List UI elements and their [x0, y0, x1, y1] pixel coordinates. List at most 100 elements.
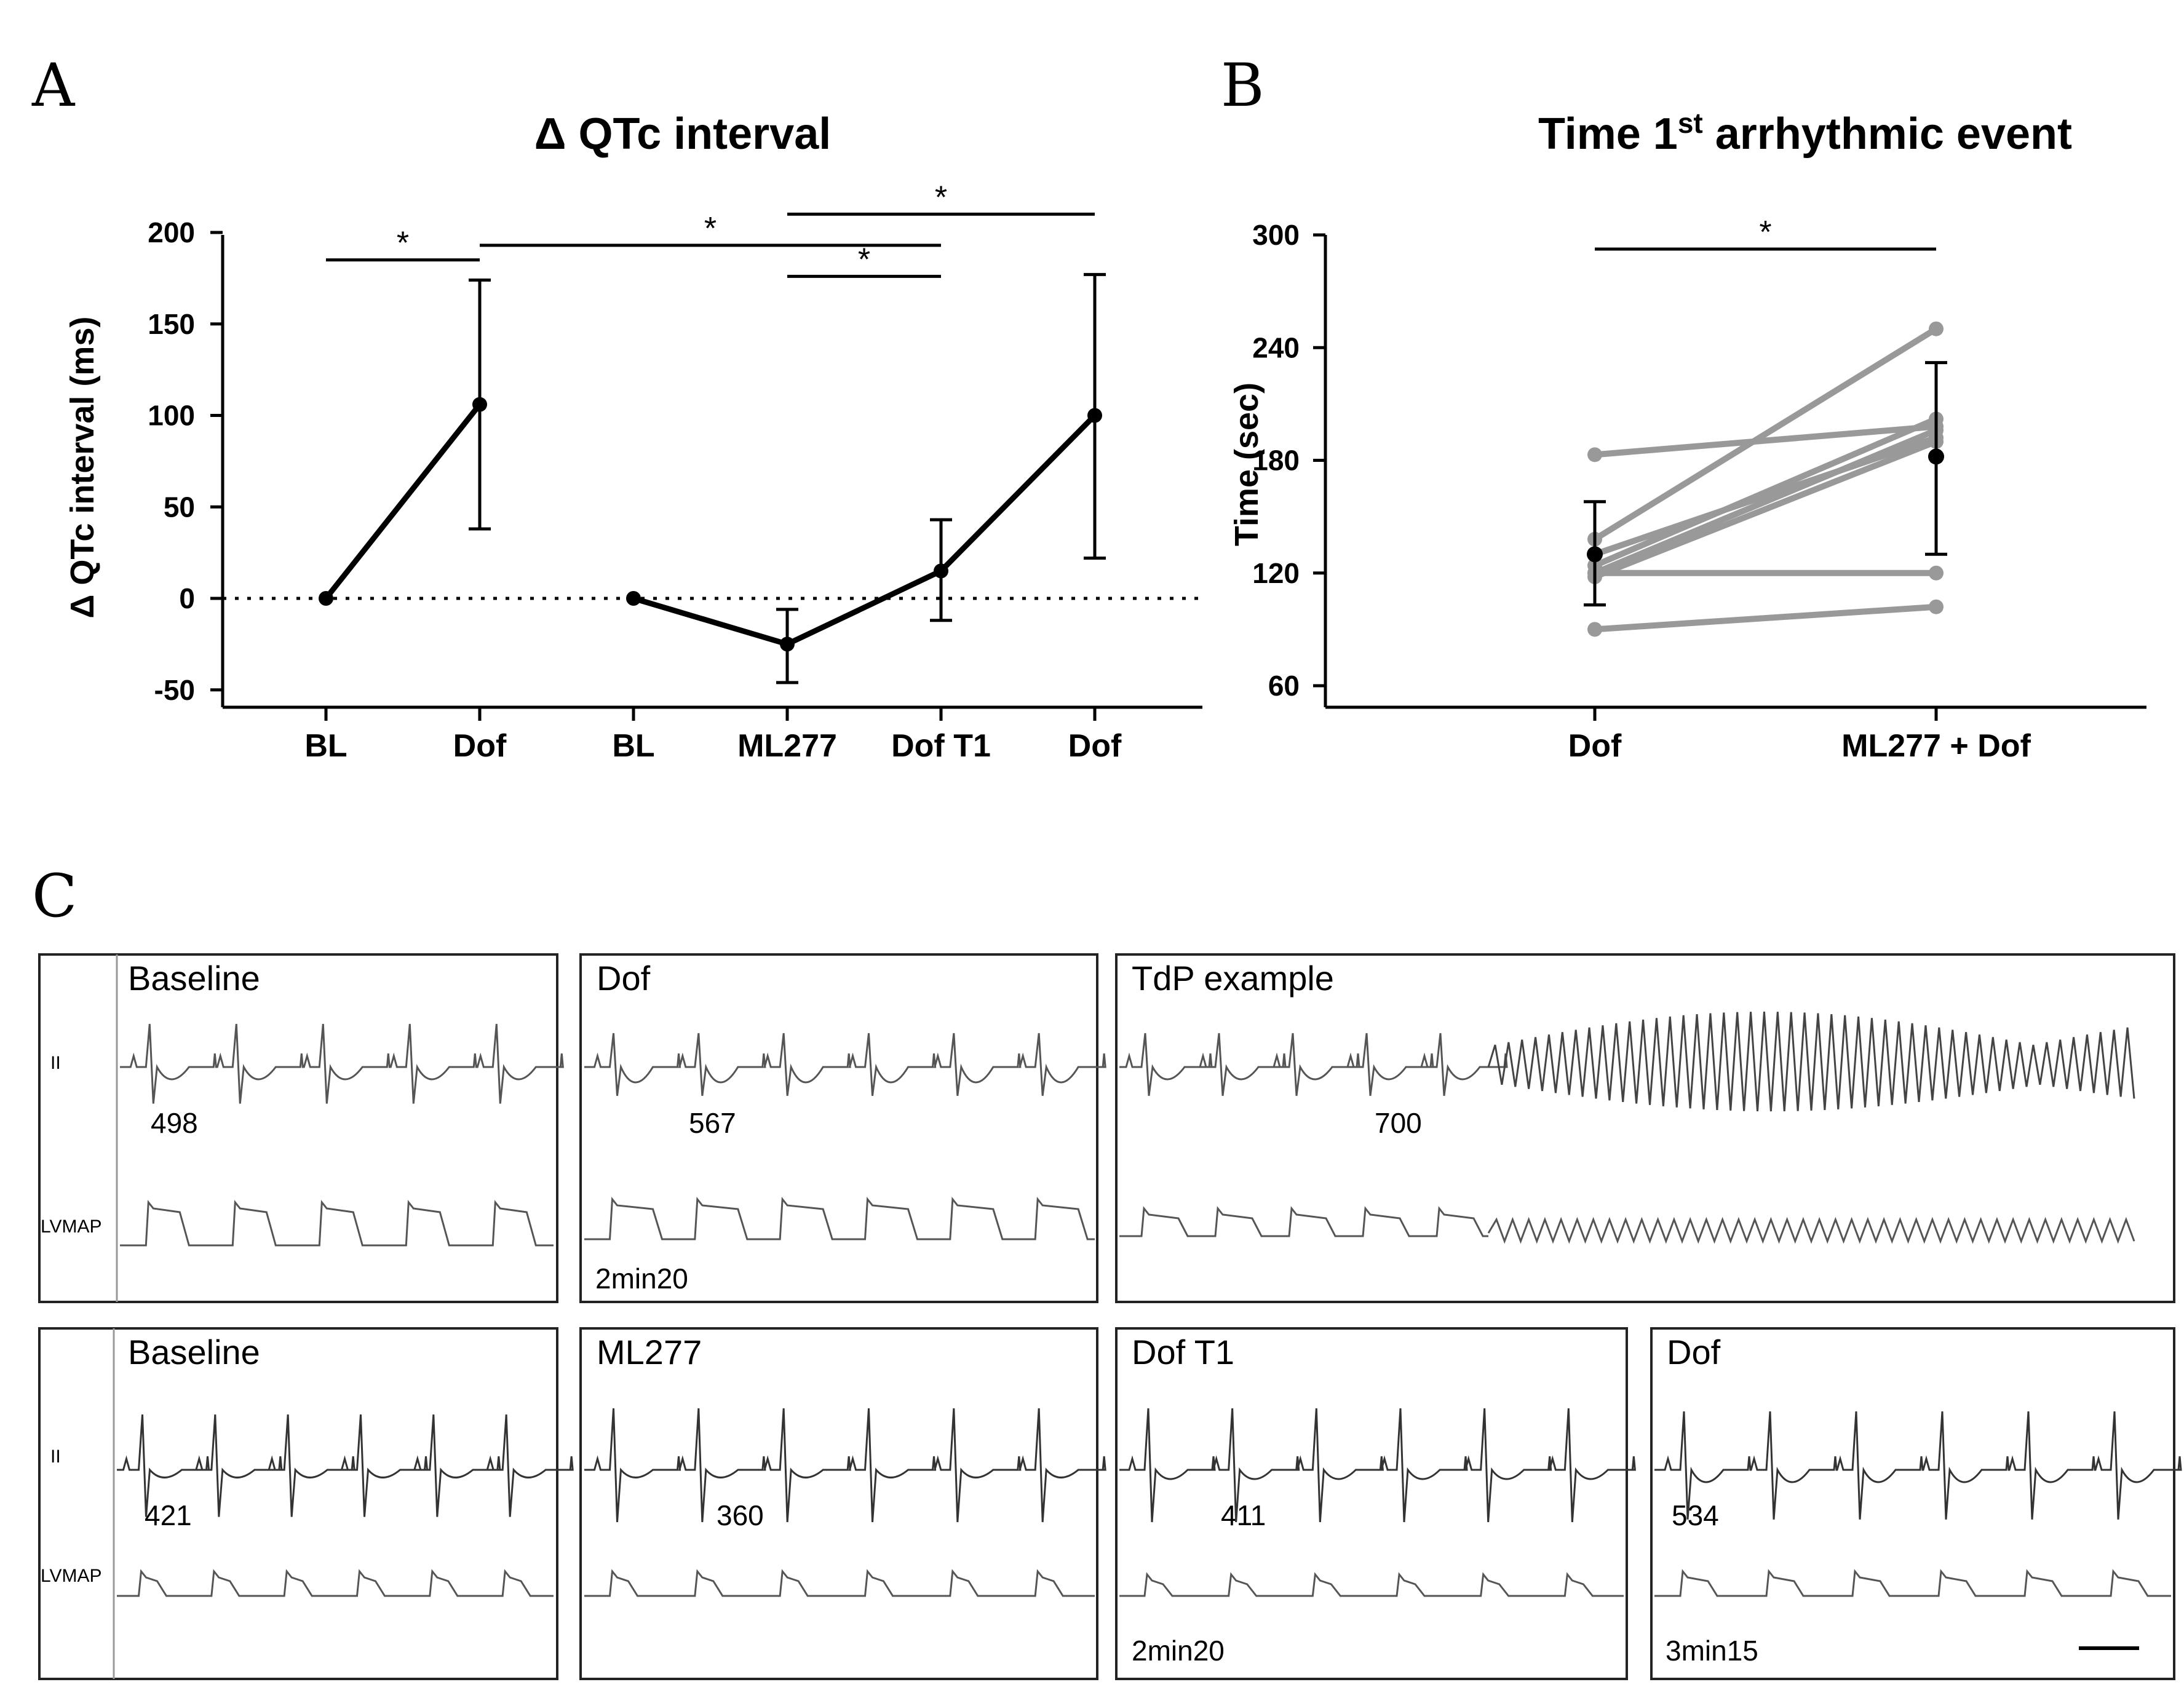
- panel-a-significance-star: *: [858, 242, 870, 277]
- panel-a-significance-star: *: [397, 226, 409, 261]
- lvmap-trace: [584, 1197, 1095, 1240]
- ecg-trace: [1119, 1408, 1636, 1523]
- trace-time: 2min20: [1132, 1635, 1225, 1667]
- trace-title: Baseline: [128, 959, 260, 998]
- ecg-lead-label: II: [50, 1053, 61, 1073]
- panel-b-paired-point: [1587, 622, 1602, 637]
- trace-panel-r2-ml277: [579, 1327, 1098, 1680]
- panel-b-label: B: [1221, 51, 1265, 120]
- trace-panel-r2-dof: [1650, 1327, 2175, 1680]
- panel-a-y-tick-label: 150: [148, 308, 195, 340]
- panel-a-y-tick-label: 0: [179, 582, 195, 614]
- panel-a-series-line: [632, 413, 1097, 648]
- panel-a-y-tick-label: -50: [154, 674, 195, 706]
- trace-interval-value: 567: [689, 1107, 736, 1139]
- panel-b-title-rest: arrhythmic event: [1703, 109, 2072, 159]
- panel-b-y-tick-label: 180: [1252, 445, 1300, 477]
- trace-interval-value: 700: [1375, 1107, 1422, 1139]
- trace-title: Dof: [1667, 1333, 1721, 1371]
- trace-panel-r1-tdp: [1115, 953, 2175, 1303]
- panel-a-x-tick-label: BL: [304, 728, 347, 764]
- panel-a-data-point: [1087, 408, 1102, 423]
- ecg-trace: [120, 1023, 564, 1104]
- lvmap-trace: [1654, 1569, 2171, 1597]
- panel-b-title-main: Time 1: [1538, 109, 1678, 159]
- trace-interval-value: 534: [1672, 1499, 1719, 1531]
- panel-b-y-tick-label: 60: [1268, 670, 1300, 702]
- panel-a-x-tick-label: ML277: [737, 728, 837, 764]
- panel-b-paired-line: [1594, 423, 1937, 458]
- lvmap-trace: [1119, 1206, 1488, 1237]
- panel-c-label: C: [32, 862, 77, 930]
- trace-title: TdP example: [1132, 959, 1334, 998]
- trace-title: ML277: [597, 1333, 702, 1371]
- lvmap-trace: [1119, 1572, 1624, 1597]
- ecg-trace: [584, 1408, 1106, 1523]
- panel-a-chart: -50 0 50 100 150 200 BL Dof BL ML277 Dof T1 Dof * * * *: [148, 180, 1202, 764]
- trace-time: 2min20: [595, 1263, 688, 1295]
- trace-title: Baseline: [128, 1333, 260, 1371]
- lvmap-label: LVMAP: [41, 1566, 101, 1586]
- ecg-trace: [584, 1033, 1106, 1096]
- panel-b-y-tick-label: 300: [1252, 219, 1300, 251]
- panel-a-x-tick-label: Dof T1: [891, 728, 991, 764]
- trace-title: Dof T1: [1132, 1333, 1234, 1371]
- ecg-trace: [1654, 1411, 2182, 1520]
- panel-a-data-point: [472, 397, 487, 412]
- trace-interval-value: 498: [151, 1107, 198, 1139]
- lvmap-label: LVMAP: [41, 1216, 101, 1237]
- panel-b-y-tick-label: 240: [1252, 331, 1300, 363]
- panel-a-label: A: [31, 51, 76, 120]
- panel-b-y-axis-label: Time (sec): [1228, 383, 1265, 546]
- panel-b-mean-point: [1928, 448, 1944, 465]
- lvmap-trace: [120, 1200, 554, 1247]
- panel-a-y-tick-label: 100: [148, 400, 195, 432]
- trace-title: Dof: [597, 959, 651, 998]
- panel-a-significance-star: *: [935, 180, 947, 215]
- panel-b-title: Time 1st arrhythmic event: [1538, 107, 2072, 159]
- trace-panel-r1-baseline: [38, 953, 558, 1303]
- panel-b-paired-line: [1594, 603, 1937, 633]
- panel-b-chart: 60 120 180 240 300 Dof ML277 + Dof *: [1252, 215, 2146, 764]
- panel-b-y-tick-label: 120: [1252, 557, 1300, 589]
- panel-b-paired-line: [1594, 438, 1937, 580]
- panel-b-paired-line: [1593, 326, 1938, 542]
- panel-b-title-sup: st: [1678, 107, 1703, 139]
- panel-b-paired-line: [1594, 416, 1937, 569]
- panel-b-x-tick-label: ML277 + Dof: [1841, 728, 2031, 764]
- ecg-lead-label: II: [50, 1446, 61, 1467]
- panel-a-x-tick-label: BL: [612, 728, 654, 764]
- panel-b-paired-point: [1929, 321, 1944, 336]
- panel-b-significance-star: *: [1759, 215, 1771, 250]
- panel-a-x-tick-label: Dof: [453, 728, 507, 764]
- panel-a-data-point: [626, 591, 641, 606]
- panel-a-data-point: [780, 637, 795, 652]
- trace-interval-value: 360: [717, 1499, 764, 1531]
- panel-a-data-point: [319, 591, 333, 606]
- trace-panel-r1-dof: [579, 953, 1098, 1303]
- trace-panel-r2-baseline: [38, 1327, 558, 1680]
- panel-b-paired-point: [1929, 565, 1944, 581]
- lvmap-trace: [117, 1569, 554, 1597]
- lvmap-trace: [584, 1569, 1095, 1597]
- panel-b-mean-point: [1587, 546, 1603, 563]
- panel-b-paired-line: [1594, 435, 1937, 557]
- panel-a-data-point: [934, 563, 948, 579]
- panel-a-y-axis-label: Δ QTc interval (ms): [64, 317, 101, 619]
- ecg-trace: [117, 1414, 574, 1517]
- panel-b-paired-point: [1929, 599, 1944, 614]
- lvmap-trace: [1487, 1216, 2135, 1244]
- panel-a-title: Δ QTc interval: [534, 109, 832, 159]
- trace-time: 3min15: [1666, 1635, 1758, 1667]
- trace-waveforms: [117, 1011, 2182, 1597]
- trace-interval-value: 421: [145, 1499, 192, 1531]
- panel-b-paired-line: [1594, 427, 1937, 576]
- panel-a-x-tick-label: Dof: [1068, 728, 1122, 764]
- tdp-trace: [1487, 1011, 2135, 1112]
- trace-interval-value: 411: [1221, 1499, 1266, 1531]
- panel-b-paired-point: [1587, 447, 1602, 462]
- panel-a-series-line: [324, 402, 482, 600]
- ecg-trace: [1119, 1033, 1508, 1096]
- panel-a-significance-star: *: [704, 211, 717, 247]
